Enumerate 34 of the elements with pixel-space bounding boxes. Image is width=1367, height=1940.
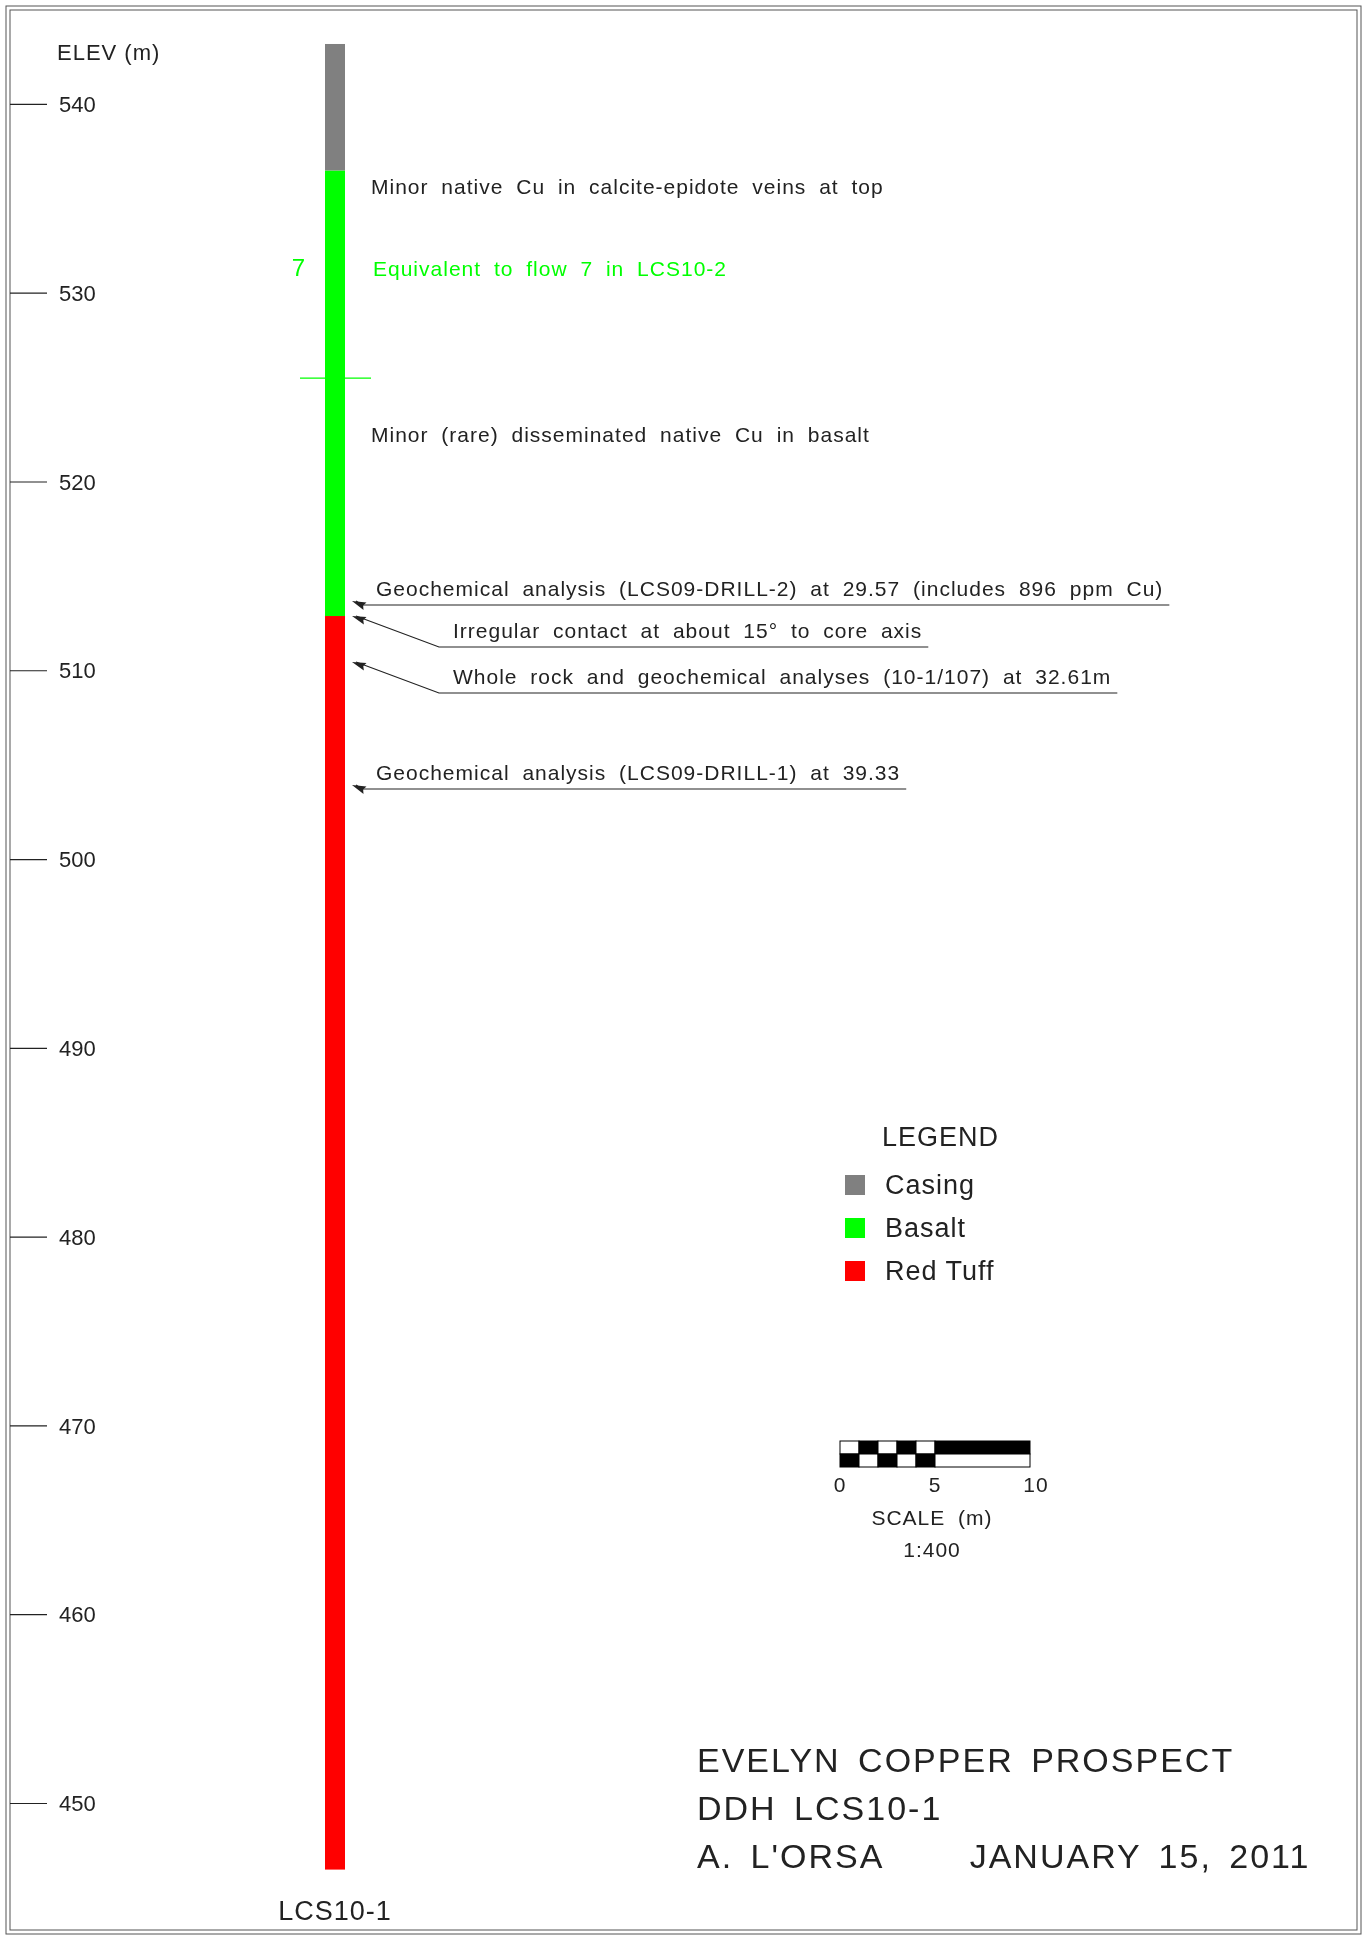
x-tick-label: LCS10-1	[278, 1896, 392, 1926]
bar	[325, 43, 345, 171]
text: SCALE (m)	[871, 1506, 993, 1529]
y-tick-label: 480	[59, 1224, 96, 1250]
text: 5	[928, 1473, 942, 1496]
y-tick-label: 500	[59, 847, 96, 873]
y-tick-label: 470	[59, 1413, 96, 1439]
annotation: 7	[291, 254, 307, 281]
annotation: Equivalent to flow 7 in LCS10-2	[373, 257, 728, 280]
annotation: Minor (rare) disseminated native Cu in basalt	[371, 423, 870, 446]
text: A. L'ORSA JANUARY 15, 2011	[697, 1837, 1311, 1875]
legend-title: LEGEND	[882, 1122, 1000, 1152]
legend-label: Casing	[885, 1170, 976, 1201]
text: DDH LCS10-1	[697, 1789, 943, 1827]
legend-label: Red Tuff	[885, 1256, 995, 1287]
bar	[325, 616, 345, 1870]
text: 1:400	[903, 1538, 961, 1561]
y-tick-label: 530	[59, 280, 96, 306]
annotation: Geochemical analysis (LCS09-DRILL-1) at 39.33	[376, 761, 901, 784]
annotation: Minor native Cu in calcite-epidote veins at top	[371, 175, 884, 198]
text: Irregular contact at about 15° to core axis	[453, 619, 923, 642]
y-tick-label: 450	[59, 1791, 96, 1817]
text: 0	[833, 1473, 847, 1496]
annotation: Geochemical analysis (LCS09-DRILL-2) at 29.57 (includes 896 ppm Cu)	[376, 577, 1164, 600]
legend-label: Basalt	[885, 1213, 967, 1244]
y-axis-title: ELEV (m)	[57, 40, 161, 65]
text: EVELYN COPPER PROSPECT	[697, 1741, 1235, 1779]
y-tick-label: 510	[59, 658, 96, 684]
text: 10	[1023, 1473, 1049, 1496]
text: Whole rock and geochemical analyses (10-1/107) at 32.61m	[453, 665, 1112, 688]
y-tick-label: 490	[59, 1036, 96, 1062]
y-tick-label: 540	[59, 92, 96, 118]
y-tick-label: 460	[59, 1602, 96, 1628]
y-tick-label: 520	[59, 469, 96, 495]
